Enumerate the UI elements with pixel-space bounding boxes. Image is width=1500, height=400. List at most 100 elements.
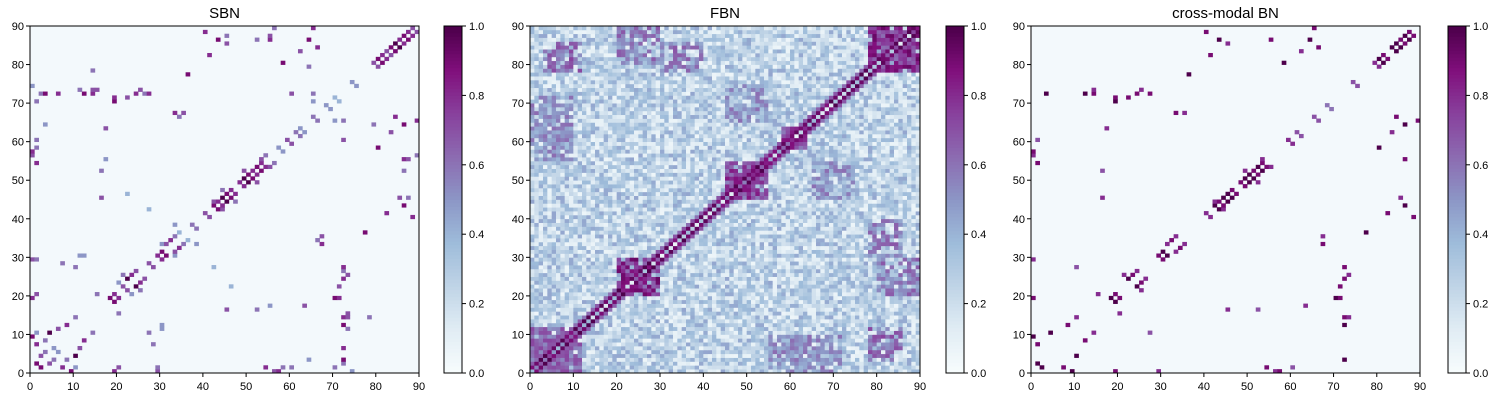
heatmap-cell [716,187,722,193]
heatmap-cell [608,180,613,185]
heatmap-cell [816,276,821,281]
heatmap-cell [534,338,540,343]
heatmap-cell [772,214,778,220]
heatmap-cell [530,245,535,250]
heatmap-cell [746,311,752,316]
heatmap-cell [764,322,769,328]
heatmap-cell [768,295,774,301]
heatmap-cell [538,195,544,200]
colorbar-segment [444,137,462,141]
heatmap-cell [863,357,869,362]
heatmap-cell [772,257,778,262]
heatmap-cell [898,268,904,274]
heatmap-cell [569,346,574,351]
heatmap-cell [647,330,652,335]
heatmap-cell [556,230,561,235]
heatmap-cell [803,342,808,347]
heatmap-cell [673,226,678,231]
heatmap-cell [690,180,696,185]
heatmap-cell [560,338,566,343]
heatmap-cell [534,195,540,200]
heatmap-cell [612,365,618,370]
heatmap-cell [811,245,817,250]
heatmap-cell [556,330,561,335]
heatmap-cell [595,307,600,312]
heatmap-cell [73,353,78,358]
heatmap-cell [746,241,752,247]
heatmap-cell [673,342,678,347]
heatmap-cell [547,203,553,208]
heatmap-cell [833,357,839,362]
heatmap-cell [725,261,730,266]
heatmap-cell [846,280,852,285]
heatmap-cell [837,284,843,289]
colorbar-segment [444,29,462,34]
colorbar-segment [444,53,462,58]
heatmap-cell [608,218,613,223]
heatmap-cell [564,346,570,351]
heatmap-cell [846,241,852,247]
heatmap-cell [863,187,869,193]
heatmap-cell [725,203,730,208]
heatmap-cell [842,241,847,247]
colorbar-segment [444,67,462,72]
heatmap-cell [616,207,622,212]
heatmap-cell [569,257,574,262]
heatmap-cell [608,342,613,347]
heatmap-cell [894,249,899,254]
heatmap-cell [798,234,804,239]
heatmap-cell [876,303,882,308]
heatmap-cell [638,322,644,328]
heatmap-cell [842,303,847,308]
heatmap-cell [911,268,917,274]
heatmap-cell [55,349,61,355]
heatmap-cell [629,295,635,301]
heatmap-cell [621,180,626,185]
heatmap-cell [707,303,713,308]
heatmap-cell [608,338,613,343]
heatmap-cell [876,295,882,301]
heatmap-cell [573,195,579,200]
heatmap-cell [759,319,765,324]
heatmap-cell [720,199,726,204]
heatmap-cell [781,238,787,243]
heatmap-cell [401,203,407,208]
heatmap-cell [577,253,583,258]
heatmap-cell [889,299,895,304]
heatmap-cell [733,365,739,370]
heatmap-cell [911,288,917,293]
heatmap-cell [159,249,165,254]
heatmap-cell [233,191,238,196]
heatmap-cell [651,349,657,355]
heatmap-cell [538,211,544,216]
heatmap-cell [590,234,596,239]
heatmap-cell [811,353,817,358]
heatmap-cell [872,334,878,339]
heatmap-cell [686,349,691,355]
heatmap-cell [556,180,561,185]
heatmap-cell [842,295,847,301]
heatmap-cell [616,218,622,223]
heatmap-cell [898,211,904,216]
heatmap-cell [642,307,648,312]
heatmap-cell [621,249,626,254]
heatmap-cell [699,203,704,208]
heatmap-cell [755,353,761,358]
heatmap-cell [876,322,882,328]
heatmap-cell [863,322,869,328]
heatmap-cell [907,357,912,362]
heatmap-cell [406,29,411,35]
heatmap-cell [863,199,869,204]
heatmap-cell [51,346,57,351]
heatmap-cell [573,180,579,185]
heatmap-cell [569,322,574,328]
colorbar-segment [444,50,462,55]
heatmap-cell [885,280,891,285]
heatmap-cell [738,226,743,231]
heatmap-cell [785,326,791,331]
heatmap-cell [772,315,778,320]
heatmap-cell [742,218,748,223]
heatmap-cell [733,241,739,247]
heatmap-cell [686,272,691,277]
heatmap-cell [785,338,791,343]
